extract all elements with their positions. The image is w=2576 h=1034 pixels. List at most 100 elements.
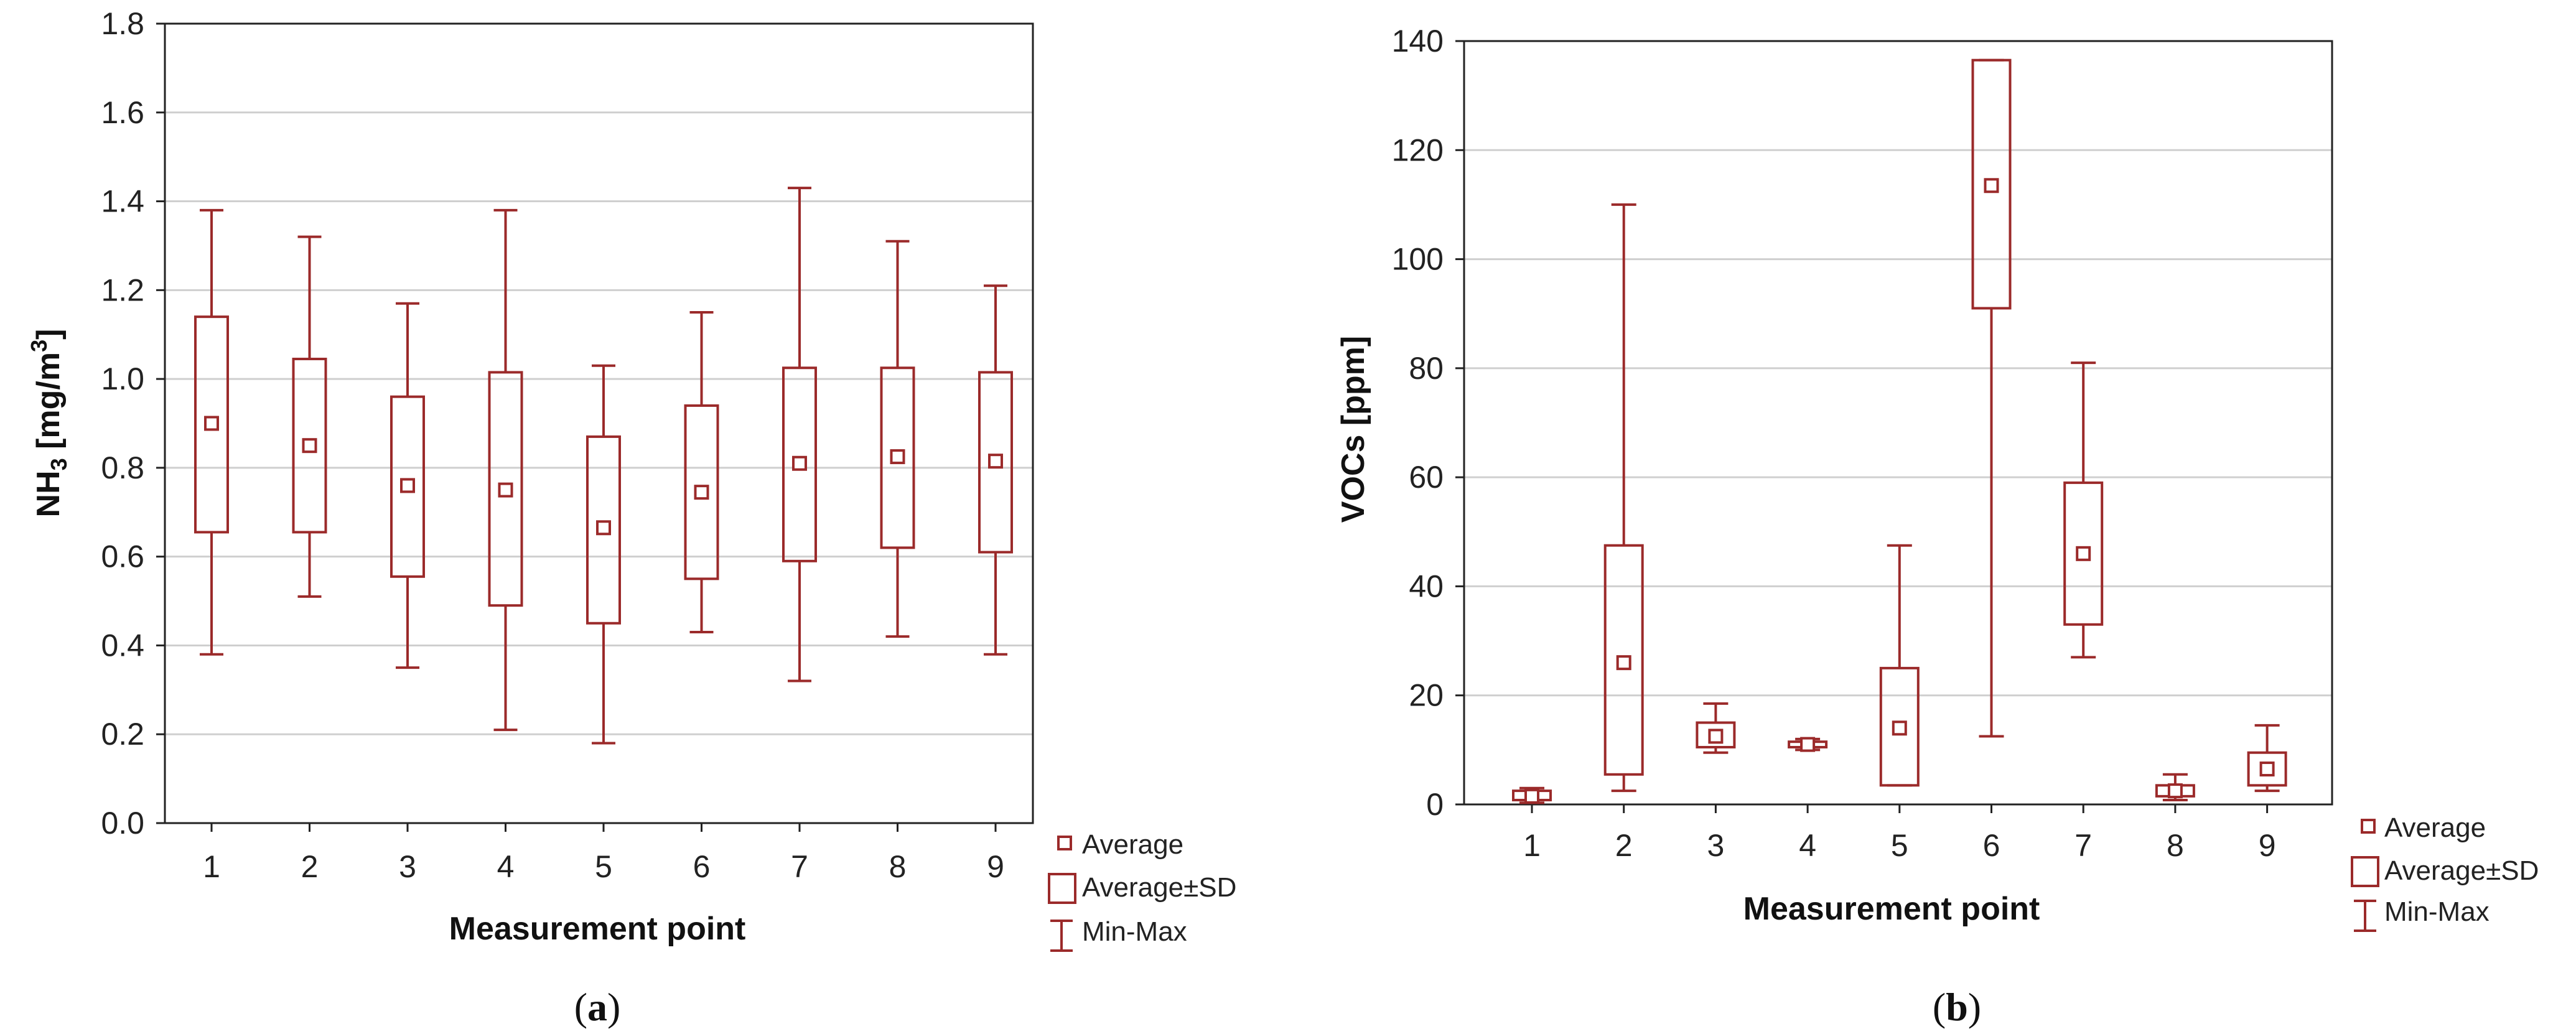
box-group-7	[782, 187, 817, 682]
x-tick-label: 7	[2074, 828, 2092, 863]
x-tick-label: 2	[301, 849, 319, 884]
legend-average-label: Average	[2384, 813, 2486, 843]
x-tick-label: 4	[1799, 828, 1816, 863]
sd-box	[586, 435, 621, 625]
x-axis-title: Measurement point	[1743, 891, 2040, 927]
x-tick-label: 8	[889, 849, 907, 884]
x-axis-title: Measurement point	[449, 911, 746, 947]
average-marker	[988, 454, 1003, 469]
x-tick-labels: 1 2 3 4 5 6 7 8 9	[1523, 804, 2276, 863]
x-tick-label: 9	[2259, 828, 2276, 863]
legend: Average Average±SD Min-Max	[1048, 829, 1236, 952]
average-marker	[1984, 178, 1999, 193]
y-tick-label: 80	[1409, 351, 1444, 386]
average-marker	[498, 482, 513, 498]
average-marker	[302, 438, 317, 454]
y-tick-label: 1.2	[101, 272, 144, 307]
y-tick-label: 0.0	[101, 806, 144, 841]
sd-box	[1971, 58, 2012, 310]
x-tick-label: 5	[1891, 828, 1908, 863]
sd-box	[782, 366, 817, 562]
box-group-4	[1788, 737, 1828, 752]
x-tick-label: 6	[1983, 828, 2000, 863]
x-tick-label: 3	[1707, 828, 1724, 863]
sd-box	[1879, 666, 1920, 787]
average-marker	[2259, 762, 2275, 777]
legend-minmax-label: Min-Max	[2384, 897, 2490, 927]
y-tick-label: 60	[1409, 460, 1444, 495]
average-marker	[1708, 729, 1724, 744]
y-tick-label: 0.4	[101, 628, 144, 663]
box-group-5	[1879, 544, 1920, 787]
box-group-2	[292, 235, 327, 598]
x-tick-label: 1	[1523, 828, 1541, 863]
gridlines	[1464, 149, 2332, 697]
y-tick-label: 0	[1426, 787, 1444, 822]
caption-a: (a)	[574, 985, 621, 1029]
legend-sd-label: Average±SD	[1082, 872, 1236, 903]
y-tick-labels: 0.0 0.2 0.4 0.6 0.8 1.0 1.2 1.4 1.6 1.8	[101, 6, 165, 841]
y-tick-label: 1.6	[101, 95, 144, 130]
legend: Average Average±SD Min-Max	[2351, 813, 2539, 932]
plot-frame	[164, 22, 1034, 824]
plot-frame	[1463, 40, 2333, 806]
y-tick-label: 100	[1392, 242, 1444, 277]
box-group-8	[2155, 773, 2195, 801]
legend-sd-label: Average±SD	[2384, 855, 2539, 886]
sd-box	[194, 315, 229, 534]
x-tick-label: 4	[497, 849, 515, 884]
box-group-9	[978, 284, 1013, 656]
legend-sd-marker	[2351, 856, 2379, 887]
sd-box	[488, 371, 523, 607]
box-group-6	[1971, 58, 2012, 738]
x-tick-label: 3	[399, 849, 416, 884]
y-tick-label: 0.8	[101, 450, 144, 485]
box-group-1	[194, 208, 229, 656]
y-tick-label: 0.6	[101, 539, 144, 574]
chart-panel-a: 0.0 0.2 0.4 0.6 0.8 1.0 1.2 1.4 1.6 1.8 1 2 3 4 5 6 7 8 9…	[26, 6, 1236, 1029]
x-tick-labels: 1 2 3 4 5 6 7 8 9	[203, 823, 1004, 884]
sd-box	[684, 404, 719, 580]
box-group-9	[2247, 724, 2287, 793]
box-group-6	[684, 311, 719, 634]
legend-minmax-label: Min-Max	[1082, 916, 1187, 947]
average-marker	[400, 478, 415, 493]
y-tick-label: 0.2	[101, 717, 144, 752]
x-tick-label: 2	[1615, 828, 1633, 863]
y-tick-label: 1.0	[101, 361, 144, 396]
y-tick-label: 1.8	[101, 6, 144, 41]
legend-average-label: Average	[1082, 829, 1183, 860]
box-marks	[1512, 58, 2287, 804]
caption-b: (b)	[1933, 985, 1981, 1029]
sd-box	[978, 371, 1013, 554]
y-tick-labels: 0 20 40 60 80 100 120 140	[1392, 24, 1464, 822]
average-marker	[204, 416, 219, 431]
box-group-3	[1696, 702, 1736, 754]
sd-box	[2247, 751, 2287, 787]
y-tick-label: 20	[1409, 678, 1444, 713]
x-tick-label: 5	[595, 849, 612, 884]
average-marker	[1616, 655, 1631, 671]
average-marker	[2167, 783, 2183, 799]
average-marker	[1892, 720, 1907, 736]
box-group-7	[2063, 361, 2104, 659]
x-tick-label: 1	[203, 849, 220, 884]
average-marker	[1800, 737, 1816, 752]
y-axis-title: VOCs [ppm]	[1335, 336, 1371, 523]
average-marker	[792, 455, 807, 471]
x-tick-label: 6	[693, 849, 711, 884]
box-marks	[194, 187, 1013, 745]
average-marker	[694, 485, 709, 500]
sd-box	[292, 357, 327, 534]
average-marker	[596, 520, 611, 536]
x-tick-label: 8	[2167, 828, 2184, 863]
gridlines	[165, 111, 1033, 735]
y-tick-label: 120	[1392, 133, 1444, 167]
average-marker	[2076, 546, 2091, 561]
box-group-5	[586, 364, 621, 745]
x-tick-label: 7	[791, 849, 808, 884]
y-axis-title: NH3 [mg/m3]	[26, 329, 72, 518]
legend-average-marker	[2361, 819, 2376, 834]
average-marker	[1524, 788, 1539, 804]
